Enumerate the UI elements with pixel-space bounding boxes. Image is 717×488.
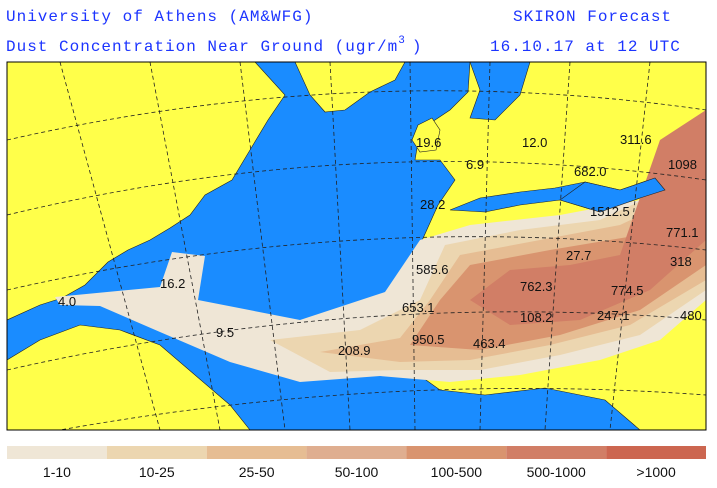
dust-value-label: 28.2 — [420, 197, 445, 212]
dust-value-label: 463.4 — [473, 336, 506, 351]
valid-time: 16.10.17 at 12 UTC — [490, 38, 681, 56]
legend-swatch — [406, 446, 507, 459]
map-frame — [6, 61, 707, 431]
dust-value-label: 12.0 — [522, 135, 547, 150]
dust-value-label: 1098 — [668, 157, 697, 172]
south-america — [7, 324, 251, 430]
british-isles — [411, 117, 441, 153]
dust-value-label: 762.3 — [520, 279, 553, 294]
dust-value-label: 208.9 — [338, 343, 371, 358]
greenland — [294, 62, 406, 113]
dust-value-label: 9.5 — [216, 325, 234, 340]
dust-value-label: 247.1 — [597, 308, 630, 323]
legend-label: >1000 — [636, 464, 676, 480]
legend-swatch — [606, 446, 706, 459]
legend-label: 500-1000 — [527, 464, 586, 480]
product: SKIRON Forecast — [513, 8, 672, 26]
legend: 1-10 10-25 25-50 50-100 100-500 500-1000 >1000 — [7, 446, 706, 480]
dust-value-label: 950.5 — [412, 332, 445, 347]
north-sea — [469, 62, 531, 121]
legend-label: 25-50 — [239, 464, 275, 480]
dust-value-label: 653.1 — [402, 300, 435, 315]
dust-value-label: 108.2 — [520, 310, 553, 325]
legend-label: 10-25 — [139, 464, 175, 480]
legend-label: 50-100 — [335, 464, 379, 480]
dust-value-label: 311.6 — [620, 132, 652, 147]
map: 4.0 16.2 9.5 208.9 950.5 463.4 653.1 585.6 762.3… — [6, 61, 707, 431]
dust-value-label: 6.9 — [466, 157, 484, 172]
legend-swatch — [506, 446, 607, 459]
legend-swatch — [7, 446, 107, 459]
dust-value-label: 318 — [670, 254, 692, 269]
dust-value-label: 774.5 — [611, 283, 644, 298]
dust-value-label: 1512.5 — [590, 204, 630, 219]
dust-500-1000 — [470, 110, 706, 325]
dust-value-label: 585.6 — [416, 262, 449, 277]
legend-label: 100-500 — [431, 464, 483, 480]
institution: University of Athens (AM&WFG) — [6, 8, 313, 26]
legend-swatch — [306, 446, 407, 459]
dust-value-label: 27.7 — [566, 248, 591, 263]
legend-swatch — [106, 446, 207, 459]
legend-label: 1-10 — [43, 464, 71, 480]
dust-value-label: 480 — [680, 308, 702, 323]
variable: Dust Concentration Near Ground (ugr/m3) — [6, 35, 422, 56]
dust-value-label: 16.2 — [160, 276, 185, 291]
variable-close: ) — [412, 38, 423, 56]
variable-text: Dust Concentration Near Ground (ugr/m — [6, 38, 398, 56]
map-labels: 4.0 16.2 9.5 208.9 950.5 463.4 653.1 585.6 762.3… — [58, 132, 702, 358]
dust-value-label: 4.0 — [58, 294, 76, 309]
unit-exponent: 3 — [398, 35, 406, 47]
legend-swatch — [206, 446, 307, 459]
north-america — [7, 62, 286, 321]
dust-value-label: 19.6 — [416, 135, 441, 150]
dust-value-label: 682.0 — [574, 164, 607, 179]
mediterranean-top — [559, 177, 666, 213]
dust-value-label: 771.1 — [666, 225, 699, 240]
graticule — [7, 62, 706, 430]
